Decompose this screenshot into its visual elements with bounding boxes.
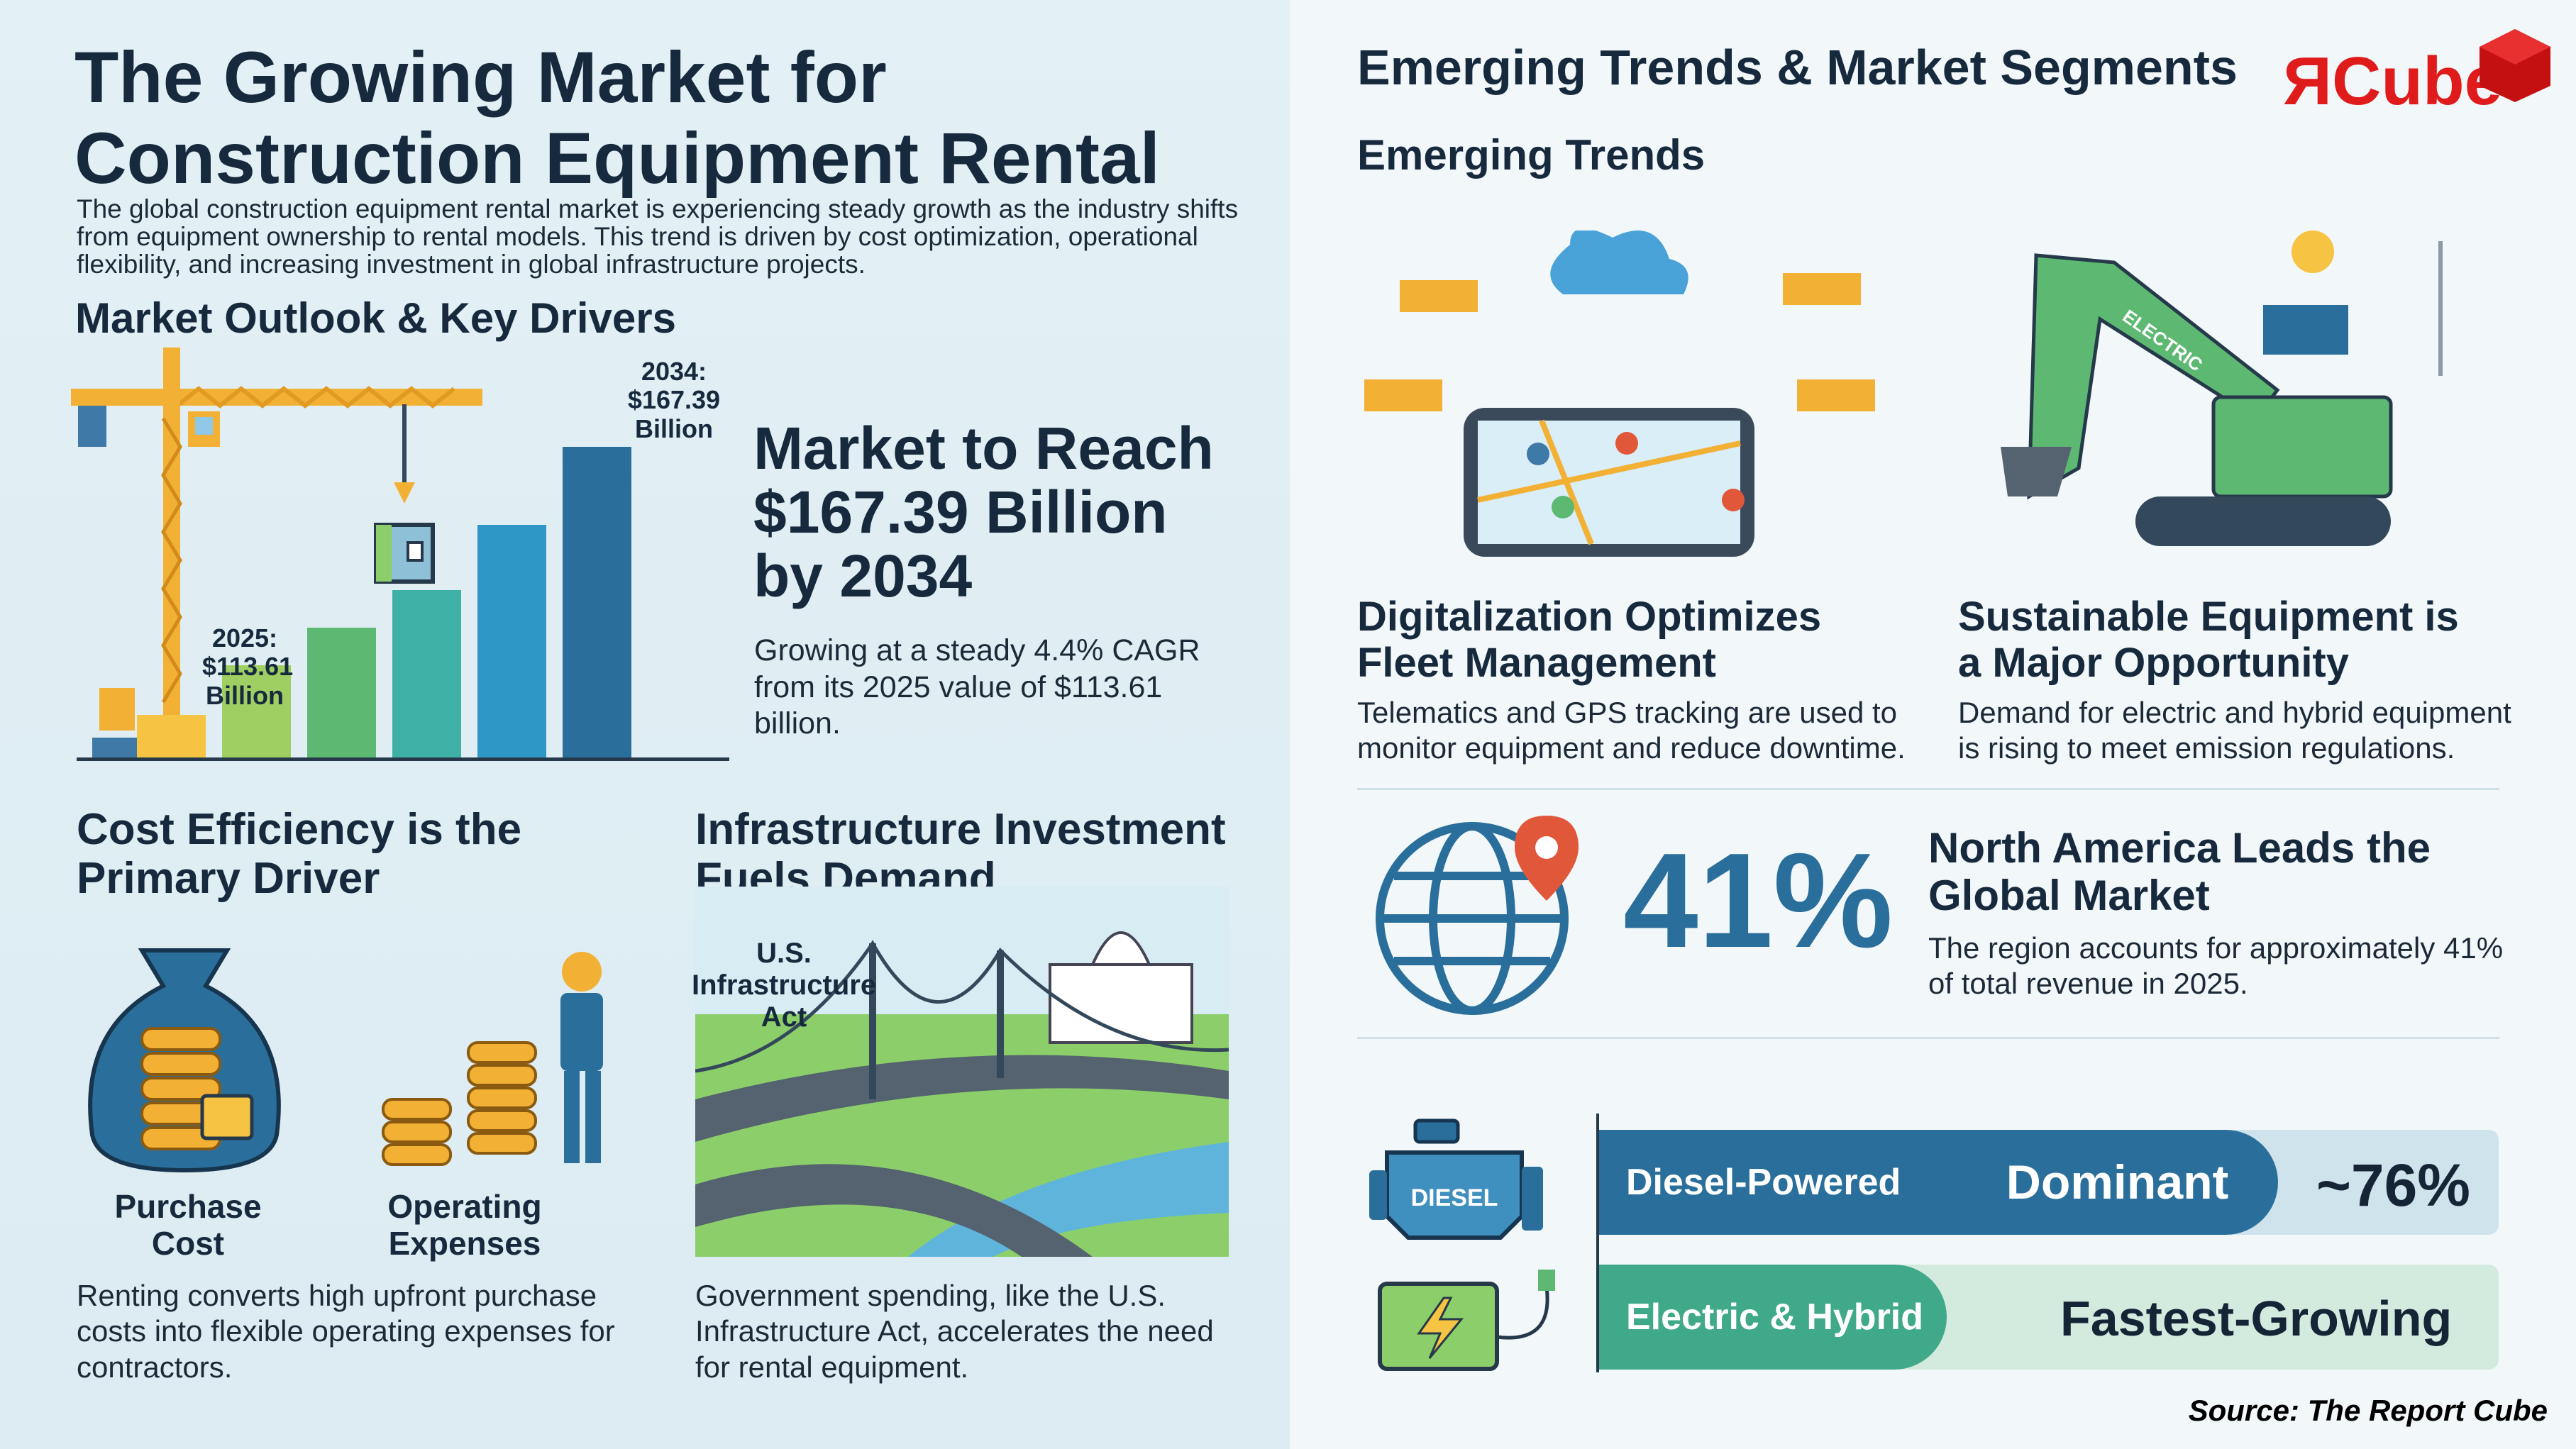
heading-line: Fleet Management	[1357, 639, 1716, 686]
page-title: The Growing Market for Construction Equi…	[74, 37, 1160, 199]
bar-chart	[77, 426, 729, 759]
chart-baseline	[77, 757, 729, 761]
label-2025: 2025: $113.61 Billion	[202, 623, 294, 710]
bridge-capitol-illustration	[695, 887, 1229, 1257]
cost-text: Renting converts high upfront purchase c…	[77, 1279, 615, 1384]
label-line: Purchase	[114, 1188, 262, 1225]
segment-status: Fastest-Growing	[2060, 1291, 2453, 1346]
divider	[1357, 1037, 2499, 1039]
heading-line: Primary Driver	[77, 854, 380, 904]
chart-bar	[477, 525, 546, 759]
trend2-heading: Sustainable Equipment is a Major Opportun…	[1958, 594, 2459, 687]
title-line: The Growing Market for	[74, 37, 887, 118]
infra-heading: Infrastructure Investment Fuels Demand	[695, 805, 1226, 904]
heading-line: Global Market	[1928, 872, 2210, 920]
intro-text: The global construction equipment rental…	[77, 194, 1239, 279]
share-value: 41%	[1623, 826, 1894, 976]
data-label: $167.39	[627, 385, 721, 415]
tick-label: 2025:	[211, 623, 278, 653]
report-cube-logo: ЯCube	[2283, 43, 2502, 119]
chart-bar	[563, 447, 631, 759]
title-line: Construction Equipment Rental	[74, 118, 1160, 199]
battery-plug-icon	[1378, 1270, 1555, 1371]
divider	[1357, 788, 2499, 790]
segment-status: Dominant	[2006, 1155, 2229, 1209]
heading-line: Sustainable Equipment is	[1958, 594, 2459, 640]
segment-share: ~76%	[2316, 1152, 2470, 1218]
section-title: Emerging Trends & Market Segments	[1357, 40, 2238, 95]
outlook-heading: Market Outlook & Key Drivers	[75, 294, 676, 342]
heading-line: a Major Opportunity	[1958, 639, 2349, 686]
heading-line: Cost Efficiency is the	[77, 805, 522, 854]
chart-bar	[222, 665, 291, 759]
data-label: Billion	[635, 413, 713, 443]
engine-label: DIESEL	[1411, 1184, 1498, 1211]
sign-line: Act	[761, 1001, 807, 1033]
headline-line: $167.39 Billion	[753, 478, 1168, 545]
chart-bar	[307, 628, 376, 759]
market-headline: Market to Reach $167.39 Billion by 2034	[753, 415, 1214, 609]
segment-name: Diesel-Powered	[1626, 1162, 1901, 1203]
segment-name: Electric & Hybrid	[1626, 1297, 1924, 1338]
trend1-heading: Digitalization Optimizes Fleet Management	[1357, 594, 1821, 687]
heading-line: Digitalization Optimizes	[1357, 594, 1822, 640]
infrastructure-act-sign: U.S. Infrastructure Act	[692, 938, 876, 1033]
electric-excavator-illustration: ELECTRIC	[2001, 231, 2443, 546]
emerging-trends-heading: Emerging Trends	[1357, 131, 1706, 179]
electric-bar: Electric & Hybrid	[1599, 1265, 1947, 1370]
infra-text: Government spending, like the U.S. Infra…	[695, 1279, 1214, 1384]
source-credit: Source: The Report Cube	[2188, 1394, 2548, 1427]
sign-line: U.S.	[756, 938, 812, 969]
data-label: $113.61	[202, 652, 294, 682]
money-bag-coins-icon	[88, 948, 603, 1173]
chart-bar	[137, 715, 206, 759]
segment-axis	[1596, 1114, 1599, 1372]
crane-icon	[71, 348, 482, 759]
growth-text: Growing at a steady 4.4% CAGR from its 2…	[754, 633, 1200, 741]
fleet-telematics-illustration	[1364, 231, 1875, 557]
chart-bar	[392, 590, 461, 759]
label-line: Operating	[387, 1188, 542, 1225]
diesel-engine-icon: DIESEL	[1369, 1118, 1543, 1240]
trend1-text: Telematics and GPS tracking are used to …	[1357, 696, 1906, 765]
segment-row-diesel: Diesel-Powered Dominant ~76%	[1599, 1130, 2499, 1235]
heading-line: North America Leads the	[1928, 824, 2431, 872]
sign-line: Infrastructure	[692, 969, 877, 1001]
operating-expenses-label: Operating Expenses	[369, 1188, 560, 1262]
diesel-bar: Diesel-Powered Dominant	[1599, 1130, 2279, 1235]
trend2-text: Demand for electric and hybrid equipment…	[1958, 696, 2511, 765]
heading-line: Infrastructure Investment	[695, 805, 1226, 854]
region-text: The region accounts for approximately 41…	[1928, 931, 2504, 1001]
cost-heading: Cost Efficiency is the Primary Driver	[77, 805, 521, 904]
segment-row-electric: Electric & Hybrid Fastest-Growing	[1599, 1265, 2499, 1370]
label-line: Cost	[151, 1224, 225, 1262]
region-heading: North America Leads the Global Market	[1928, 824, 2431, 919]
headline-line: Market to Reach	[753, 415, 1214, 482]
tick-label: 2034:	[641, 357, 707, 386]
data-label: Billion	[206, 680, 284, 710]
headline-line: by 2034	[753, 542, 973, 609]
label-2034: 2034: $167.39 Billion	[624, 357, 724, 443]
cube-logo-icon	[2480, 29, 2550, 102]
purchase-cost-label: Purchase Cost	[106, 1188, 270, 1262]
label-line: Expenses	[388, 1224, 541, 1262]
globe-pin-icon	[1376, 816, 1579, 1015]
